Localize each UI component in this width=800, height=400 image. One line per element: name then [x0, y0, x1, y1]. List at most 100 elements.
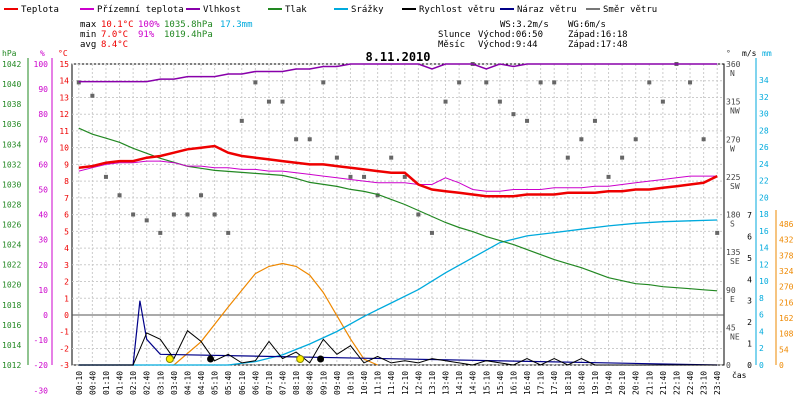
- wind-direction-point: [334, 155, 339, 160]
- rain-tick-label: 14: [759, 244, 769, 253]
- x-tick-label: 05:40: [224, 371, 233, 395]
- legend-label: Přízemní teplota: [97, 5, 184, 15]
- wind-direction-point: [701, 137, 706, 142]
- pressure-tick-label: 1032: [2, 160, 21, 169]
- temperature-tick-label: 14: [59, 77, 69, 86]
- x-tick-label: 21:10: [645, 371, 654, 395]
- wind-direction-point: [185, 212, 190, 217]
- humidity-tick-label: 80: [38, 110, 48, 119]
- temperature-tick-label: -2: [59, 344, 69, 353]
- pressure-tick-label: 1034: [2, 140, 21, 149]
- wind-direction-point: [538, 80, 543, 85]
- temperature-tick-label: -3: [59, 361, 69, 370]
- wind-tick-label: 0: [747, 361, 752, 370]
- pressure-tick-label: 1040: [2, 80, 21, 89]
- temperature-tick-label: 13: [59, 93, 69, 102]
- pressure-tick-label: 1020: [2, 281, 21, 290]
- rain-tick-label: 24: [759, 160, 769, 169]
- wind-speed-line: [78, 329, 718, 366]
- direction-tick-label: 45: [726, 323, 736, 332]
- stat-min-temp: 7.0°C: [101, 30, 128, 40]
- stat-max-label: max: [80, 20, 97, 30]
- solar-line: [173, 262, 378, 366]
- x-tick-label: 11:40: [387, 371, 396, 395]
- x-tick-label: 03:10: [156, 371, 165, 395]
- x-tick-label: 06:10: [238, 371, 247, 395]
- x-tick-label: 06:40: [251, 371, 260, 395]
- humidity-tick-label: 40: [38, 211, 48, 220]
- x-tick-label: 08:40: [306, 371, 315, 395]
- stat-min-label: min: [80, 30, 96, 40]
- wind-direction-point: [484, 80, 489, 85]
- rain-tick-label: 22: [759, 177, 769, 186]
- rain-tick-label: 8: [759, 294, 764, 303]
- wind-direction-point: [117, 193, 122, 198]
- direction-cardinal-label: NE: [730, 332, 740, 341]
- wind-direction-point: [103, 174, 108, 179]
- direction-tick-label: 225: [726, 173, 741, 182]
- solar-tick-label: 216: [779, 298, 794, 307]
- pressure-tick-label: 1038: [2, 100, 21, 109]
- x-tick-label: 08:10: [292, 371, 301, 395]
- info-sunrise: Východ:06:50: [478, 30, 543, 40]
- x-tick-label: 13:40: [442, 371, 451, 395]
- rain-tick-label: 16: [759, 227, 769, 236]
- x-tick-label: 16:40: [523, 371, 532, 395]
- wind-direction-point: [443, 99, 448, 104]
- solar-tick-label: 108: [779, 330, 794, 339]
- wind-tick-label: 4: [747, 275, 752, 284]
- ground-temperature-line: [78, 160, 718, 192]
- x-tick-label: 07:10: [265, 371, 274, 395]
- direction-cardinal-label: W: [730, 144, 735, 153]
- rain-tick-label: 26: [759, 143, 769, 152]
- rain-tick-label: 0: [759, 361, 764, 370]
- info-moon-label: Měsíc: [438, 40, 465, 50]
- x-tick-label: 20:10: [618, 371, 627, 395]
- pressure-tick-label: 1016: [2, 321, 21, 330]
- rain-tick-label: 28: [759, 126, 769, 135]
- wind-direction-point: [280, 99, 285, 104]
- direction-cardinal-label: S: [730, 220, 735, 229]
- temperature-tick-label: 9: [64, 160, 69, 169]
- info-sunset: Západ:16:18: [568, 30, 628, 40]
- solar-tick-label: 324: [779, 267, 794, 276]
- stat-avg-temp: 8.4°C: [101, 40, 128, 50]
- stat-max-temp: 10.1°C: [101, 20, 134, 30]
- direction-tick-label: 90: [726, 286, 736, 295]
- wind-tick-label: 1: [747, 340, 752, 349]
- stat-max-rain: 17.3mm: [220, 20, 253, 30]
- temperature-tick-label: 2: [64, 278, 69, 287]
- rain-tick-label: 32: [759, 93, 769, 102]
- wind-direction-point: [633, 137, 638, 142]
- x-tick-label: 04:10: [183, 371, 192, 395]
- pressure-tick-label: 1014: [2, 341, 21, 350]
- wind-unit: m/s: [742, 49, 757, 58]
- x-tick-label: 12:40: [414, 371, 423, 395]
- wind-direction-point: [457, 80, 462, 85]
- x-tick-label: 07:40: [279, 371, 288, 395]
- temperature-tick-label: 5: [64, 227, 69, 236]
- x-tick-label: 22:40: [686, 371, 695, 395]
- pressure-tick-label: 1030: [2, 180, 21, 189]
- direction-tick-label: 360: [726, 60, 741, 69]
- wind-direction-point: [511, 112, 516, 117]
- wind-direction-point: [158, 230, 163, 235]
- humidity-tick-label: 90: [38, 85, 48, 94]
- stat-min-pressure: 1019.4hPa: [164, 30, 213, 40]
- pressure-tick-label: 1028: [2, 200, 21, 209]
- solar-tick-label: 432: [779, 236, 794, 245]
- wind-direction-point: [90, 93, 95, 98]
- x-tick-label: 23:40: [713, 371, 722, 395]
- direction-cardinal-label: N: [730, 69, 735, 78]
- pressure-tick-label: 1024: [2, 241, 21, 250]
- x-tick-label: 13:10: [428, 371, 437, 395]
- rain-unit: mm: [762, 49, 772, 58]
- rain-tick-label: 30: [759, 110, 769, 119]
- wind-direction-point: [389, 155, 394, 160]
- x-tick-label: 11:10: [374, 371, 383, 395]
- humidity-tick-label: 10: [38, 286, 48, 295]
- solar-tick-label: 270: [779, 283, 794, 292]
- solar-tick-label: 486: [779, 220, 794, 229]
